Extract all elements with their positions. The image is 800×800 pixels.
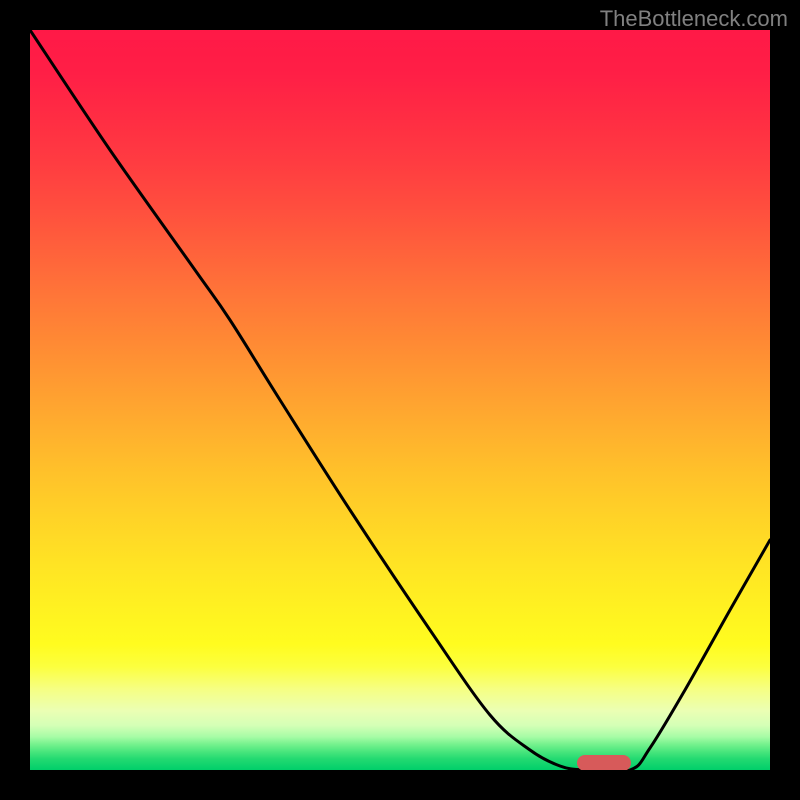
x-axis bbox=[30, 770, 770, 774]
gradient-background bbox=[30, 30, 770, 770]
watermark-text: TheBottleneck.com bbox=[600, 6, 788, 32]
optimal-marker bbox=[577, 755, 631, 771]
y-axis bbox=[26, 30, 30, 770]
chart-plot-area bbox=[30, 30, 770, 770]
